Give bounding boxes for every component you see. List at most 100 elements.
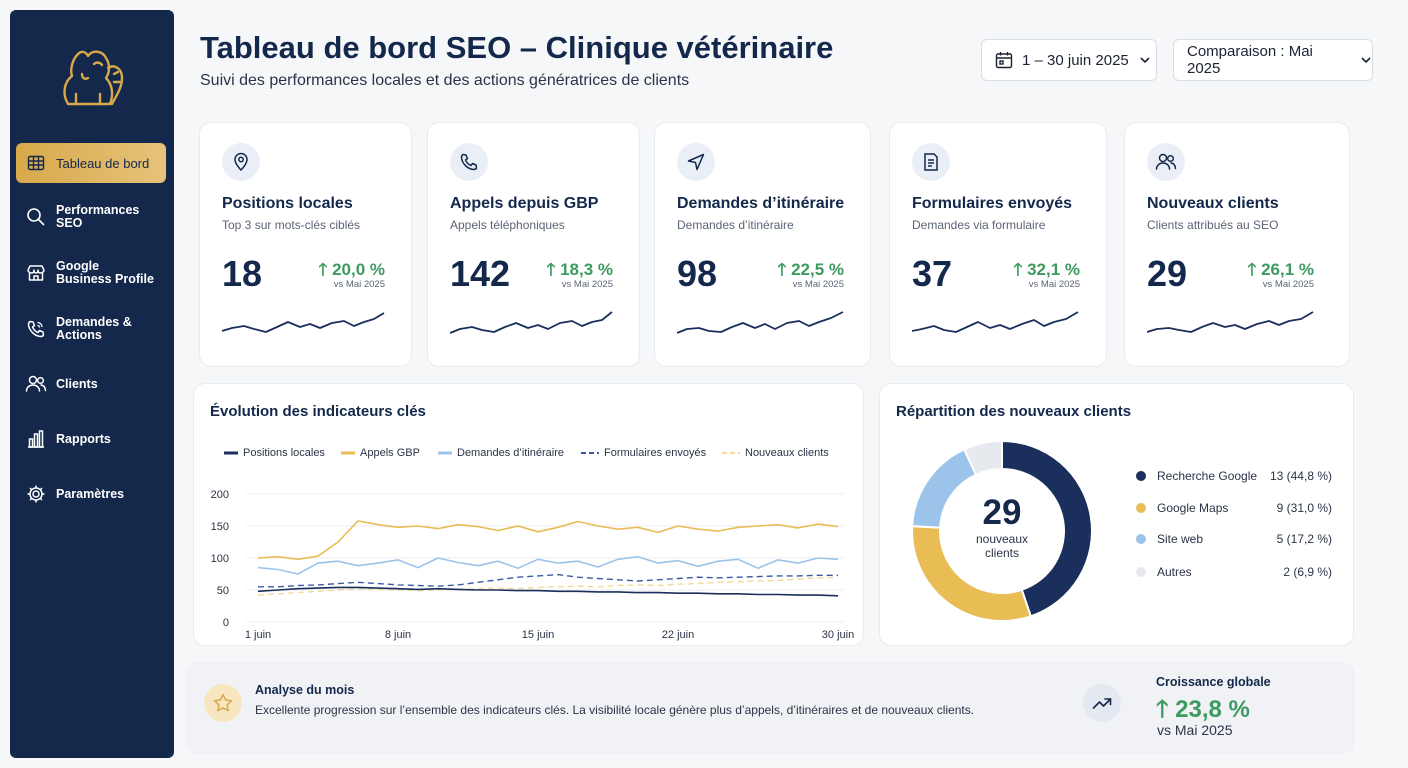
kpi-delta: 🡑 20,0 % [318, 257, 385, 286]
donut-chart [911, 439, 1093, 622]
date-range-value: 1 – 30 juin 2025 [1022, 51, 1129, 69]
arrow-up-icon: 🡑 [318, 260, 328, 279]
nav-item-google-business-profile[interactable]: Google Business Profile [16, 253, 166, 293]
kpi-comparison: vs Mai 2025 [1262, 279, 1314, 290]
pie-legend-value: 13 (44,8 %) [1269, 469, 1332, 483]
growth-value: 23,8 % [1175, 696, 1250, 723]
kpi-card-gbp-calls: Appels depuis GBP Appels téléphoniques 1… [427, 122, 640, 367]
series-line [257, 576, 839, 596]
pie-legend-row: Recherche Google 13 (44,8 %) [1136, 469, 1332, 483]
star-icon [204, 684, 242, 722]
line-chart-panel: Évolution des indicateurs clés Positions… [193, 383, 864, 646]
donut-center: 29 nouveaux clients [952, 494, 1052, 561]
legend-label: Nouveaux clients [745, 447, 829, 459]
sparkline [677, 311, 844, 334]
phone-icon [16, 319, 56, 339]
bar-chart-icon [16, 429, 56, 449]
growth-title: Croissance globale [1156, 675, 1271, 689]
legend-item: Appels GBP [341, 447, 420, 459]
pie-legend-label: Site web [1157, 532, 1204, 546]
nav-label: Google Business Profile [56, 259, 154, 286]
chevron-down-icon [1139, 54, 1151, 66]
kpi-title: Demandes d’itinéraire [677, 195, 845, 212]
sparkline [912, 311, 1079, 333]
kpi-title: Positions locales [222, 195, 353, 212]
nav-item-reports[interactable]: Rapports [16, 419, 166, 459]
kpi-subtitle: Appels téléphoniques [450, 218, 565, 232]
arrow-up-icon: 🡑 [777, 260, 787, 279]
navigation-icon [677, 143, 715, 181]
arrow-up-icon: 🡑 [1013, 260, 1023, 279]
page-subtitle: Suivi des performances locales et des ac… [200, 72, 690, 89]
donut-chart-panel: Répartition des nouveaux clients 29 nouv… [879, 383, 1354, 646]
kpi-subtitle: Demandes d’itinéraire [677, 218, 794, 232]
pie-legend-value: 9 (31,0 %) [1276, 501, 1332, 515]
legend-label: Appels GBP [360, 447, 420, 459]
kpi-value: 18 [222, 253, 263, 294]
nav-label: Paramètres [56, 486, 125, 501]
pie-legend-label: Autres [1157, 565, 1192, 579]
page-title: Tableau de bord SEO – Clinique vétérinai… [200, 30, 834, 65]
kpi-comparison: vs Mai 2025 [1028, 279, 1080, 290]
x-tick-label: 15 juin [522, 629, 554, 641]
growth-comparison: vs Mai 2025 [1157, 722, 1233, 738]
line-chart: 0 50 100 150 200 1 juin 8 juin 15 juin 22 juin 30… [211, 489, 855, 641]
chart-title: Répartition des nouveaux clients [896, 403, 1132, 420]
legend-swatch [224, 451, 238, 455]
legend-swatch [581, 452, 599, 454]
y-tick-label: 200 [211, 489, 229, 501]
kpi-subtitle: Demandes via formulaire [912, 218, 1046, 232]
nav-item-dashboard[interactable]: Tableau de bord [16, 143, 166, 183]
kpi-delta-value: 32,1 % [1027, 260, 1080, 279]
clinic-logo [52, 38, 132, 118]
legend-label: Formulaires envoyés [604, 447, 707, 459]
legend-label: Positions locales [243, 447, 325, 459]
legend-item: Demandes d’itinéraire [438, 447, 564, 459]
legend-swatch [438, 451, 452, 455]
pie-legend-value: 2 (6,9 %) [1283, 565, 1332, 579]
kpi-card-local-positions: Positions locales Top 3 sur mots-clés ci… [199, 122, 412, 367]
chevron-down-icon [1360, 54, 1372, 66]
trending-up-icon [1083, 684, 1121, 722]
arrow-up-icon: 🡑 [546, 260, 556, 279]
sidebar: Tableau de bord Performances SEO Google … [10, 10, 174, 758]
date-range-dropdown[interactable]: 1 – 30 juin 2025 [981, 39, 1157, 81]
sparkline [450, 311, 613, 334]
kpi-subtitle: Top 3 sur mots-clés ciblés [222, 218, 361, 232]
nav-item-requests-actions[interactable]: Demandes & Actions [16, 309, 166, 349]
kpi-card-new-clients: Nouveaux clients Clients attribués au SE… [1124, 122, 1350, 367]
gear-icon [16, 484, 56, 504]
form-icon [912, 143, 950, 181]
legend-swatch [722, 452, 740, 454]
users-icon [16, 374, 56, 394]
kpi-value: 142 [450, 253, 511, 294]
kpi-comparison: vs Mai 2025 [792, 279, 844, 290]
search-icon [16, 207, 56, 227]
growth-value-row: 🡑 23,8 % [1156, 692, 1250, 733]
nav-label: Clients [56, 376, 98, 391]
series-line [257, 520, 839, 561]
donut-center-label: nouveaux clients [975, 532, 1029, 560]
kpi-comparison: vs Mai 2025 [561, 279, 613, 290]
kpi-comparison: vs Mai 2025 [333, 279, 385, 290]
pie-legend-label: Google Maps [1157, 501, 1229, 515]
pie-legend-row: Autres 2 (6,9 %) [1136, 565, 1332, 579]
store-icon [16, 263, 56, 283]
sparkline [1147, 311, 1314, 333]
donut-slice [1001, 439, 1093, 618]
nav-item-seo-performance[interactable]: Performances SEO [16, 197, 166, 237]
nav-label: Demandes & Actions [56, 315, 132, 342]
analysis-panel: Analyse du mois Excellente progression s… [185, 662, 1355, 754]
x-tick-label: 1 juin [245, 629, 271, 641]
series-line [258, 573, 838, 588]
y-tick-label: 50 [217, 585, 229, 597]
nav-item-clients[interactable]: Clients [16, 364, 166, 404]
legend-item: Positions locales [224, 447, 325, 459]
comparison-dropdown[interactable]: Comparaison : Mai 2025 [1173, 39, 1373, 81]
legend-label: Demandes d’itinéraire [457, 447, 564, 459]
arrow-up-icon: 🡑 [1156, 696, 1169, 723]
kpi-value: 98 [677, 253, 718, 294]
kpi-title: Formulaires envoyés [912, 195, 1073, 212]
donut-slice [962, 439, 1003, 477]
nav-item-settings[interactable]: Paramètres [16, 474, 166, 514]
